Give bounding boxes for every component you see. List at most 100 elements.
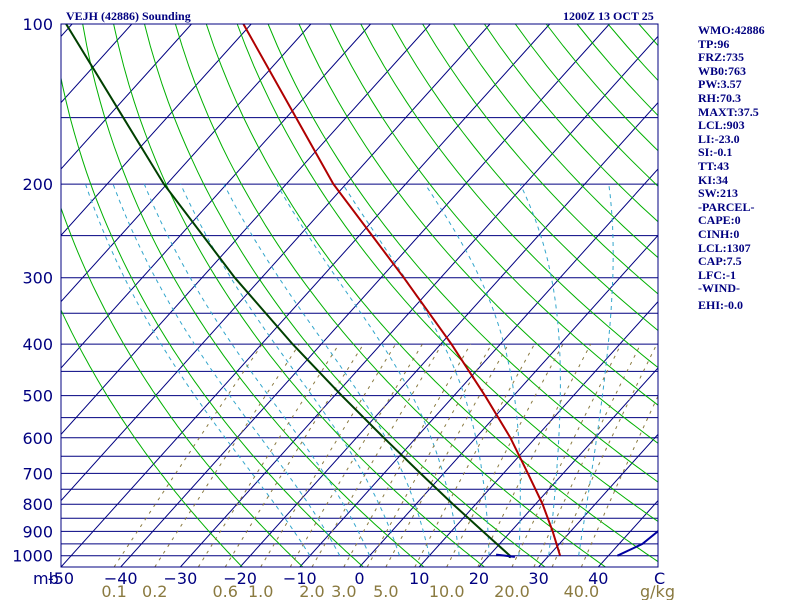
- mixing-ratio-25: [533, 343, 642, 567]
- station-title: VEJH (42886) Sounding: [66, 9, 191, 23]
- temperature-label: -50: [48, 569, 74, 588]
- dry-adiabat-340: [267, 24, 658, 483]
- index-item: CAP:7.5: [698, 254, 742, 269]
- mixing-ratio-label: 10.0: [429, 582, 465, 600]
- dry-adiabat-290: [113, 24, 485, 567]
- mixing-ratio-label: 1.0: [248, 582, 273, 600]
- mixing-ratio-label: 0.2: [142, 582, 167, 600]
- isotherm--100: [61, 24, 252, 237]
- dry-adiabat-260: [61, 206, 304, 567]
- index-item: CAPE:0: [698, 213, 741, 228]
- moist-adiabat-30: [519, 183, 561, 556]
- index-item: SW:213: [698, 186, 739, 201]
- moist-adiabat-35: [578, 184, 614, 556]
- moist-adiabat-5: [180, 183, 400, 556]
- index-item: LCL:1307: [698, 240, 751, 255]
- profile-temperature: [242, 24, 562, 556]
- pressure-label: 1000: [12, 547, 53, 566]
- index-item: LFC:-1: [698, 267, 736, 282]
- pressure-label: 100: [22, 15, 53, 34]
- pressure-label: 700: [22, 464, 53, 483]
- grid-layer: [61, 24, 658, 567]
- temperature-label: −30: [164, 569, 198, 588]
- dry-adiabat-370: [360, 24, 658, 369]
- mixing-ratio-2: [311, 343, 443, 567]
- temperature-label: −40: [104, 569, 138, 588]
- temperature-label: 0: [354, 569, 364, 588]
- dry-adiabat-400: [453, 24, 658, 259]
- index-item: PW:3.57: [698, 77, 742, 92]
- mixing-ratio-7: [414, 343, 535, 567]
- mixing-ratio-label: 2.0: [299, 582, 324, 600]
- mixing-ratio-label: 3.0: [331, 582, 356, 600]
- dry-adiabat-350: [298, 24, 658, 444]
- mixing-ratio-label: 20.0: [494, 582, 530, 600]
- pressure-label: 300: [22, 269, 53, 288]
- temperature-label: 30: [528, 569, 548, 588]
- moist-adiabat--5: [112, 183, 341, 556]
- isotherm-10: [418, 300, 658, 567]
- mixing-ratio-20: [511, 343, 622, 567]
- index-item: CINH:0: [698, 226, 740, 241]
- mixing-ratio-unit-label: g/kg: [640, 582, 675, 600]
- temperature-label: 20: [469, 569, 489, 588]
- temperature-label: 40: [588, 569, 608, 588]
- mixing-ratio-label: 0.6: [212, 582, 237, 600]
- dry-adiabat-330: [236, 24, 658, 523]
- dry-adiabat-390: [422, 24, 658, 295]
- mixing-ratio-1.5: [289, 343, 423, 567]
- dry-adiabat-250: [61, 308, 243, 567]
- index-item: LCL:903: [698, 118, 745, 133]
- index-item: EHI:-0.0: [698, 298, 743, 313]
- mixing-ratio-3: [343, 343, 472, 567]
- profile-surface-hook: [495, 553, 516, 558]
- isotherm--40: [120, 24, 610, 567]
- pressure-label: 800: [22, 495, 53, 514]
- index-item: WMO:42886: [698, 23, 765, 37]
- isotherm--20: [239, 101, 658, 567]
- dry-adiabat-310: [174, 24, 606, 567]
- index-item: TT:43: [698, 158, 730, 173]
- valid-time: 1200Z 13 OCT 25: [563, 9, 654, 23]
- temperature-unit-label: C: [654, 569, 665, 588]
- isotherm--80: [61, 24, 371, 369]
- isotherm-30: [538, 433, 658, 567]
- mixing-ratio-5: [385, 343, 509, 567]
- pressure-label: 500: [22, 387, 53, 406]
- pressure-label: 600: [22, 429, 53, 448]
- isotherm--10: [299, 168, 658, 567]
- index-item: KI:34: [698, 172, 728, 187]
- pressure-label: 400: [22, 335, 53, 354]
- isotherm-20: [478, 367, 658, 567]
- index-item: LI:-23.0: [698, 131, 740, 146]
- profile-layer: [65, 24, 658, 559]
- plot-frame: [60, 23, 659, 568]
- isotherm-0: [359, 234, 658, 567]
- temperature-label: −10: [283, 569, 317, 588]
- moist-adiabat-0: [143, 183, 371, 556]
- profile-dewpoint: [616, 529, 658, 557]
- isotherm--50: [61, 24, 551, 567]
- profile-parcel: [65, 24, 511, 559]
- mixing-ratio-4: [366, 343, 493, 567]
- mixing-ratio-30: [551, 343, 658, 567]
- index-item: MAXT:37.5: [698, 104, 759, 119]
- index-item: TP:96: [698, 36, 730, 51]
- index-item: -WIND-: [698, 281, 740, 296]
- moist-adiabat--10: [85, 183, 311, 556]
- dry-adiabat-320: [205, 24, 658, 563]
- index-item: SI:-0.1: [698, 145, 733, 160]
- mixing-ratio-0.1: [113, 343, 263, 567]
- index-item: FRZ:735: [698, 50, 744, 65]
- isotherm--110: [61, 24, 192, 170]
- isotherm--60: [61, 24, 491, 502]
- mixing-ratio-label: 40.0: [564, 582, 600, 600]
- dry-adiabat-270: [61, 75, 364, 567]
- pressure-unit-label: mb: [33, 569, 59, 588]
- moist-adiabat-25: [424, 183, 521, 556]
- dry-adiabat-360: [329, 24, 658, 406]
- pressure-label: 900: [22, 522, 53, 541]
